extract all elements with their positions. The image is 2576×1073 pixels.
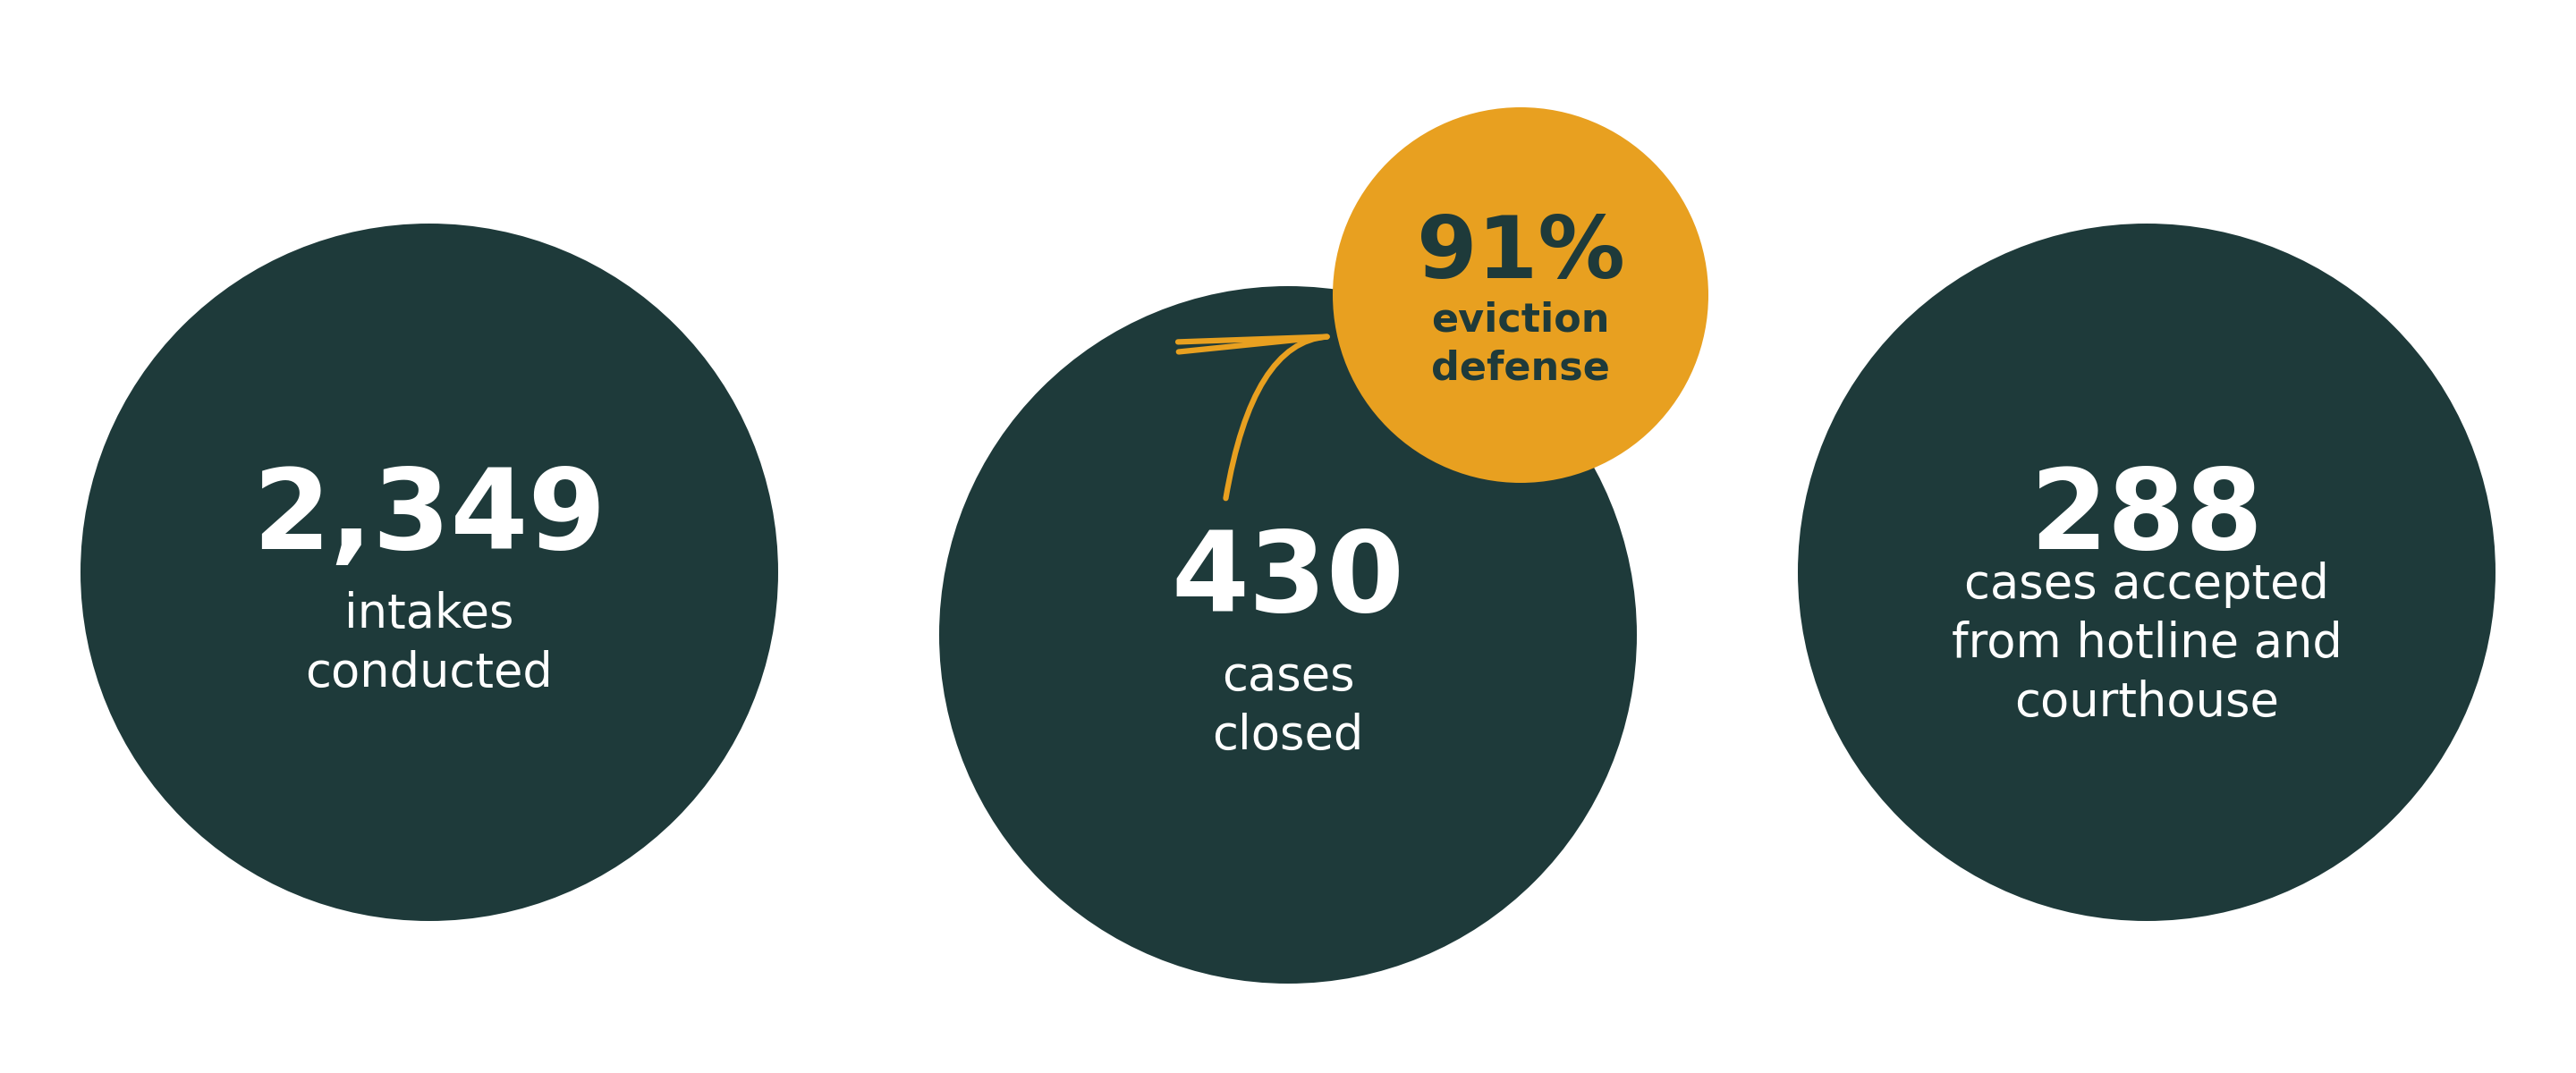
Text: cases accepted
from hotline and
courthouse: cases accepted from hotline and courthou… (1953, 561, 2342, 726)
Circle shape (1798, 223, 2496, 921)
Text: eviction
defense: eviction defense (1432, 300, 1610, 388)
Circle shape (80, 223, 778, 921)
Text: 288: 288 (2030, 465, 2264, 573)
Text: intakes
conducted: intakes conducted (307, 591, 554, 696)
Text: 91%: 91% (1417, 214, 1625, 296)
Text: 2,349: 2,349 (252, 465, 605, 573)
Text: cases
closed: cases closed (1213, 653, 1363, 760)
Circle shape (940, 286, 1636, 984)
Circle shape (1332, 107, 1708, 483)
Text: 430: 430 (1172, 527, 1404, 635)
